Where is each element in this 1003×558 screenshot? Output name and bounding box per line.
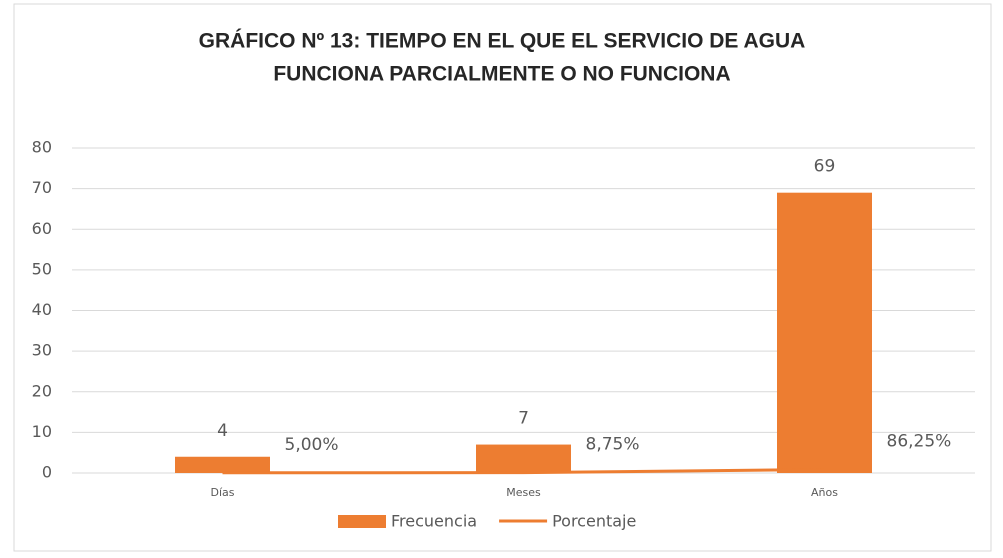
- y-tick-label: 10: [32, 422, 52, 441]
- legend-swatch: [338, 515, 386, 528]
- y-tick-label: 70: [32, 178, 52, 197]
- line-label: 5,00%: [285, 435, 339, 455]
- y-tick-label: 30: [32, 341, 52, 360]
- chart-title: FUNCIONA PARCIALMENTE O NO FUNCIONA: [273, 63, 730, 86]
- y-tick-label: 0: [42, 463, 52, 482]
- x-tick-label: Años: [811, 486, 838, 499]
- bar-label: 4: [217, 421, 228, 441]
- legend-label: Porcentaje: [552, 512, 636, 531]
- y-tick-label: 80: [32, 138, 52, 157]
- x-tick-label: Meses: [506, 486, 541, 499]
- line-label: 8,75%: [586, 435, 640, 455]
- bar: [777, 192, 872, 473]
- y-tick-label: 20: [32, 381, 52, 400]
- bar-label: 69: [814, 157, 836, 177]
- bar-label: 7: [518, 409, 529, 429]
- legend-label: Frecuencia: [391, 512, 477, 531]
- bar: [175, 456, 270, 473]
- y-tick-label: 60: [32, 219, 52, 238]
- bar: [476, 444, 571, 473]
- y-tick-label: 40: [32, 300, 52, 319]
- line-label: 86,25%: [887, 431, 952, 451]
- x-tick-label: Días: [211, 486, 235, 499]
- line: [222, 467, 825, 475]
- chart-title: GRÁFICO Nº 13: TIEMPO EN EL QUE EL SERVI…: [199, 30, 806, 53]
- y-tick-label: 50: [32, 259, 52, 278]
